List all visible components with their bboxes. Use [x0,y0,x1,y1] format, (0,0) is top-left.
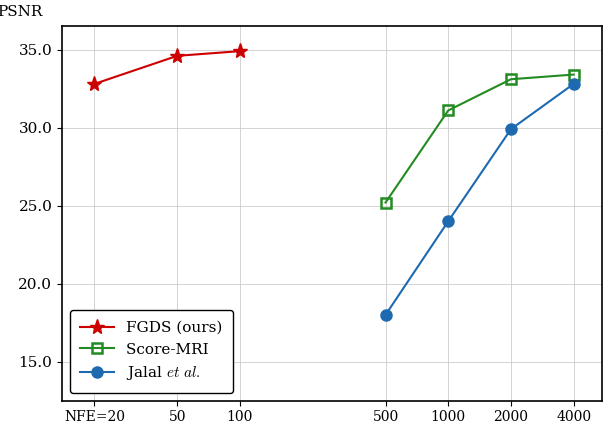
Line: Jalal $\it{et~al.}$ [15]: Jalal $\it{et~al.}$ [15] [380,78,579,320]
Score-MRI [9] [444,108,452,113]
FGDS (ours) [237,49,244,54]
FGDS (ours) [91,81,98,86]
Score-MRI [9] [507,77,514,82]
Legend: FGDS (ours), Score-MRI , Jalal $\it{et~al.}$ : FGDS (ours), Score-MRI , Jalal $\it{et~a… [70,310,233,393]
FGDS (ours) [174,53,181,58]
Text: PSNR: PSNR [0,5,43,18]
Score-MRI [9] [570,72,577,77]
Jalal $\it{et~al.}$ [15] [570,81,577,86]
Text: [9]: [9] [214,343,235,357]
Text: [15]: [15] [205,366,236,381]
Score-MRI [9] [382,200,389,205]
Line: FGDS (ours): FGDS (ours) [87,43,247,92]
Jalal $\it{et~al.}$ [15] [444,219,452,224]
Line: Score-MRI [9]: Score-MRI [9] [381,70,578,207]
Jalal $\it{et~al.}$ [15] [507,126,514,132]
Jalal $\it{et~al.}$ [15] [382,312,389,317]
